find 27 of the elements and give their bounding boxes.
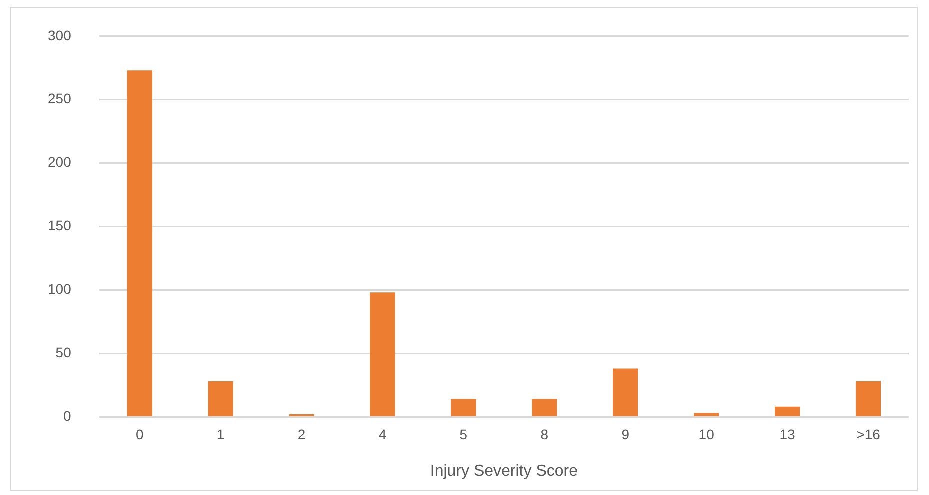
bar	[451, 399, 476, 416]
x-tick-label: 0	[136, 426, 144, 442]
x-tick-label: 1	[216, 426, 225, 442]
x-tick-label: 9	[622, 426, 630, 442]
x-tick-label: 2	[298, 426, 306, 442]
y-tick-label: 100	[48, 280, 72, 297]
x-tick-label: 5	[460, 426, 468, 442]
y-tick-label: 150	[48, 218, 72, 234]
bar	[208, 381, 234, 416]
y-tick-label: 250	[48, 90, 72, 107]
bar	[532, 399, 558, 416]
bar	[127, 70, 152, 416]
y-tick-label: 0	[64, 408, 72, 424]
x-tick-label: 10	[698, 426, 715, 442]
y-tick-label: 200	[48, 154, 72, 170]
bar	[694, 413, 720, 416]
x-axis-title: Injury Severity Score	[430, 462, 578, 480]
y-tick-label: 50	[56, 344, 72, 360]
bar	[856, 381, 882, 416]
bar	[613, 368, 638, 416]
x-tick-label: >16	[856, 426, 881, 442]
y-tick-label: 300	[48, 27, 72, 44]
x-tick-label: 13	[780, 426, 796, 442]
x-tick-label: 8	[540, 426, 549, 442]
bar	[775, 406, 800, 416]
x-tick-label: 4	[378, 426, 387, 442]
bar	[370, 292, 396, 416]
